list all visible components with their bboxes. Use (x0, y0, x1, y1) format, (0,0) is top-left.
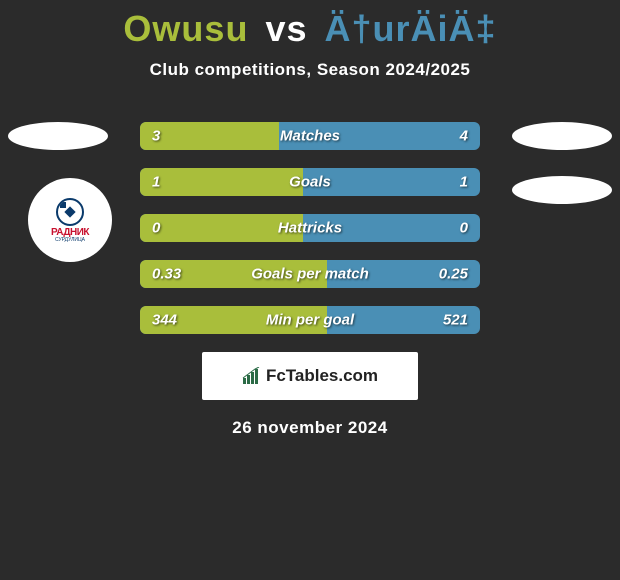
stat-right-value: 1 (460, 174, 468, 191)
player2-club-pill-2 (512, 176, 612, 204)
stat-bar-left-fill (140, 168, 303, 196)
vs-label: vs (265, 8, 307, 49)
stat-label: Goals per match (251, 266, 369, 283)
stat-left-value: 0.33 (152, 266, 181, 283)
stat-label: Goals (289, 174, 331, 191)
subtitle: Club competitions, Season 2024/2025 (0, 60, 620, 80)
stat-left-value: 0 (152, 220, 160, 237)
player1-club-pill (8, 122, 108, 150)
stat-bar-left-fill (140, 122, 279, 150)
soccer-ball-icon (56, 198, 84, 226)
comparison-title: Owusu vs Ä†urÄiÄ‡ (0, 0, 620, 50)
stat-row: 0.33 Goals per match 0.25 (140, 260, 480, 288)
site-logo-text: FcTables.com (266, 366, 378, 386)
stat-left-value: 344 (152, 312, 177, 329)
player1-club-badge: РАДНИК СУРДУЛИЦА (28, 178, 112, 262)
site-logo[interactable]: FcTables.com (202, 352, 418, 400)
stat-row: 3 Matches 4 (140, 122, 480, 150)
stat-label: Matches (280, 128, 340, 145)
stat-right-value: 4 (460, 128, 468, 145)
stat-row: 344 Min per goal 521 (140, 306, 480, 334)
stat-row: 0 Hattricks 0 (140, 214, 480, 242)
bar-chart-icon (242, 367, 262, 385)
stat-right-value: 0.25 (439, 266, 468, 283)
stat-right-value: 521 (443, 312, 468, 329)
player2-name: Ä†urÄiÄ‡ (325, 8, 497, 49)
stat-label: Min per goal (266, 312, 354, 329)
club-subname: СУРДУЛИЦА (55, 237, 85, 243)
stat-left-value: 1 (152, 174, 160, 191)
stat-label: Hattricks (278, 220, 342, 237)
player1-name: Owusu (123, 8, 248, 49)
stat-row: 1 Goals 1 (140, 168, 480, 196)
stat-right-value: 0 (460, 220, 468, 237)
player2-club-pill-1 (512, 122, 612, 150)
stat-left-value: 3 (152, 128, 160, 145)
club-badge-inner: РАДНИК СУРДУЛИЦА (37, 187, 103, 253)
comparison-date: 26 november 2024 (0, 418, 620, 438)
